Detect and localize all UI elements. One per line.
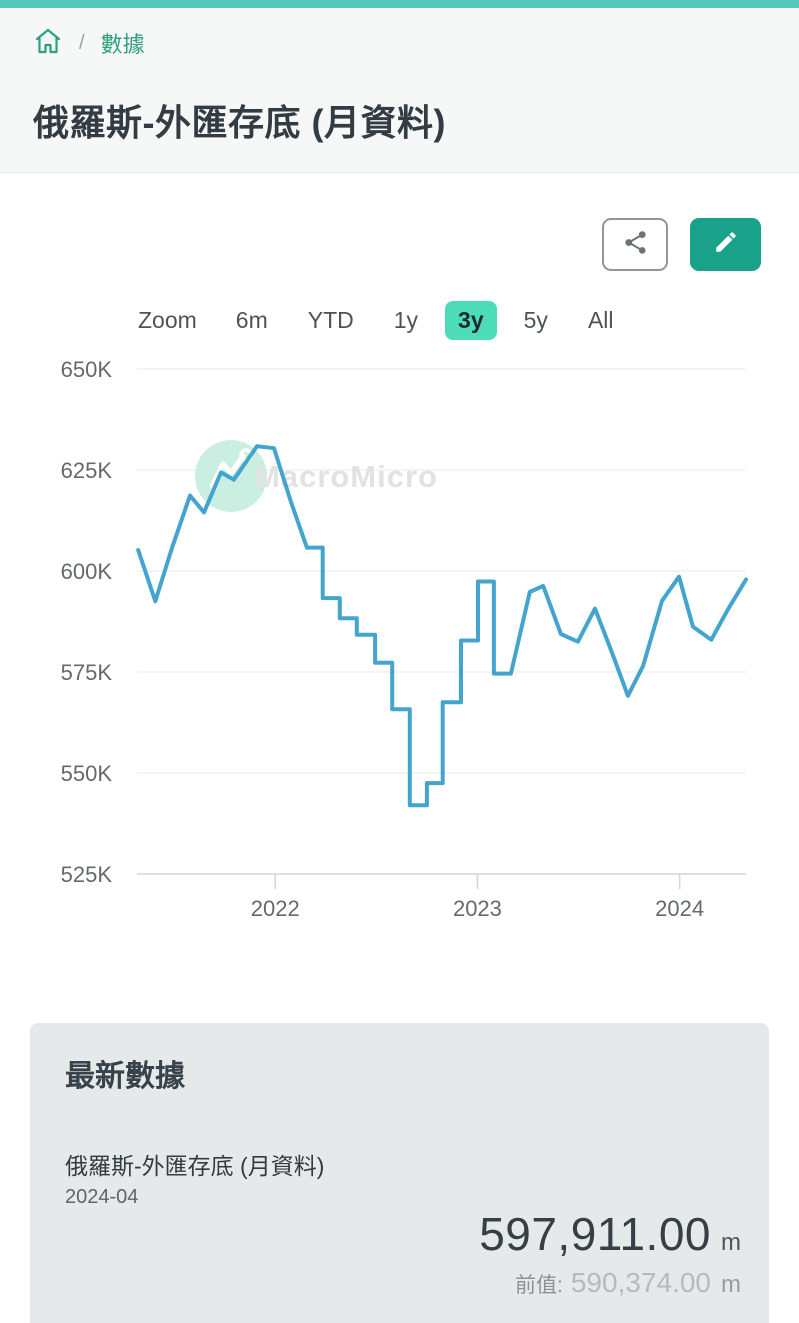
action-buttons	[0, 173, 799, 271]
y-axis-label: 550K	[61, 761, 113, 786]
range-5y[interactable]: 5y	[523, 306, 548, 333]
range-1y[interactable]: 1y	[393, 306, 419, 333]
chart-range-selector: Zoom 6m YTD 1y 3y 5y All	[138, 299, 799, 341]
y-axis-label: 525K	[61, 862, 113, 887]
latest-data-card: 最新數據 俄羅斯-外匯存底 (月資料) 2024-04 597,911.00 m …	[30, 1023, 769, 1323]
x-axis-label: 2023	[453, 896, 502, 921]
reserves-series-line[interactable]	[136, 444, 748, 808]
page-header: / 數據 俄羅斯-外匯存底 (月資料)	[0, 8, 799, 173]
previous-unit: m	[721, 1270, 741, 1298]
range-ytd[interactable]: YTD	[307, 306, 354, 333]
latest-series-name: 俄羅斯-外匯存底 (月資料)	[65, 1153, 325, 1179]
range-3y[interactable]: 3y	[445, 300, 497, 340]
latest-unit: m	[721, 1229, 741, 1256]
home-link[interactable]	[33, 26, 63, 61]
latest-value-block: 597,911.00 m 前值: 590,374.00 m	[65, 1209, 741, 1298]
breadcrumb-separator: /	[79, 31, 85, 54]
share-button[interactable]	[602, 218, 668, 271]
zoom-label: Zoom	[138, 306, 197, 333]
top-accent-bar	[0, 0, 799, 8]
home-icon	[33, 26, 63, 61]
x-axis-label: 2022	[251, 896, 300, 921]
previous-value: 590,374.00	[570, 1266, 711, 1298]
y-axis-label: 650K	[61, 357, 113, 382]
breadcrumb-link-data[interactable]: 數據	[100, 32, 145, 57]
y-axis-label: 575K	[61, 660, 113, 685]
reserves-line-chart[interactable]: 650K 625K 600K 575K 550K 525K 2022 2023 2024 Macr…	[0, 346, 799, 951]
previous-value-label: 前值:	[515, 1273, 563, 1297]
latest-value: 597,911.00	[479, 1208, 711, 1260]
x-axis-label: 2024	[655, 896, 704, 921]
main-content: Zoom 6m YTD 1y 3y 5y All 650K 625K 600K 575…	[0, 173, 799, 1323]
latest-data-heading: 最新數據	[65, 1060, 185, 1093]
page-title: 俄羅斯-外匯存底 (月資料)	[33, 102, 446, 143]
range-all[interactable]: All	[587, 306, 614, 333]
y-axis-label: 625K	[61, 458, 113, 483]
y-axis-label: 600K	[61, 559, 113, 584]
macromicro-logo-zigzag	[209, 453, 246, 489]
breadcrumb: / 數據	[33, 26, 799, 60]
pencil-icon	[713, 229, 739, 260]
latest-period: 2024-04	[65, 1186, 139, 1208]
edit-button[interactable]	[690, 218, 761, 271]
range-6m[interactable]: 6m	[235, 306, 268, 333]
share-icon	[622, 229, 649, 261]
